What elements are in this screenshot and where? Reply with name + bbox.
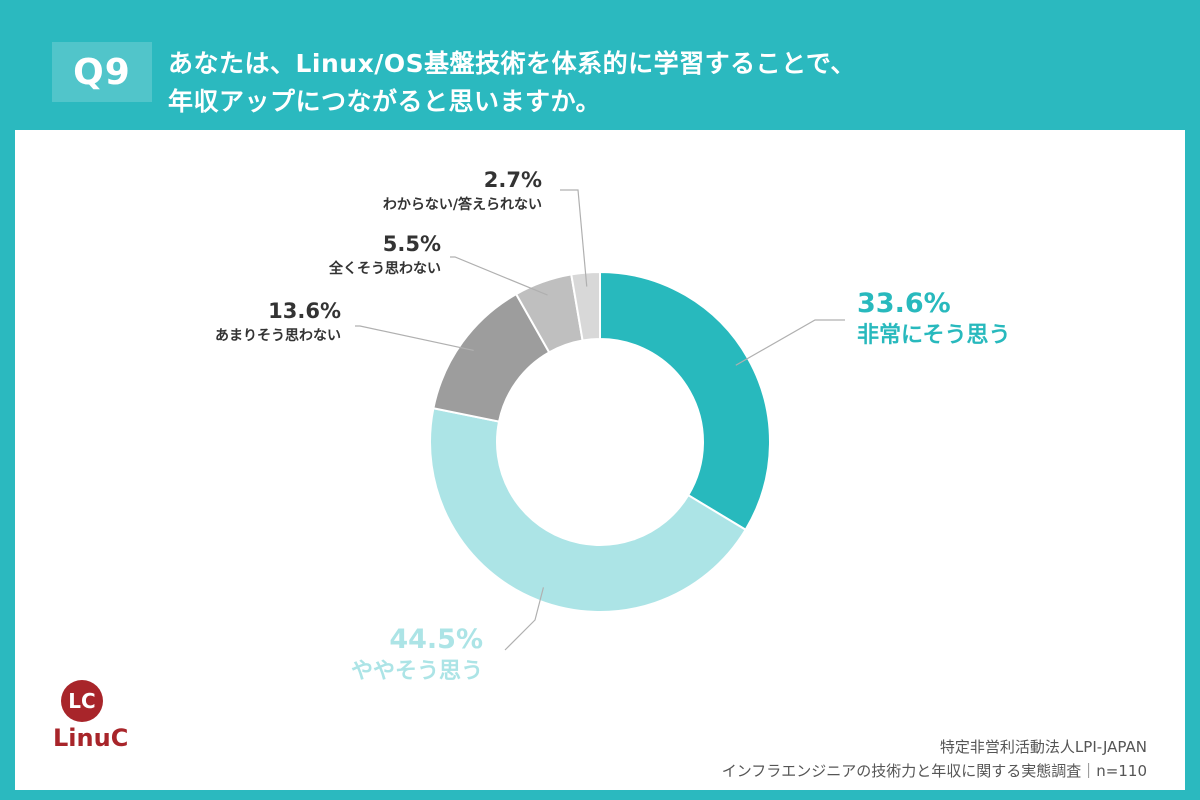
- slice-percent-label-2: 44.5%: [389, 624, 483, 655]
- leader-line-3: [355, 325, 474, 352]
- donut-slice-5: [570, 270, 601, 342]
- leader-line-4: [450, 256, 548, 296]
- leader-line-1: [735, 319, 845, 366]
- slice-percent-label-5: 2.7%: [484, 168, 542, 192]
- slice-category-label-3: あまりそう思わない: [215, 328, 341, 344]
- leader-line-2: [504, 587, 545, 651]
- slice-percent-label-3: 13.6%: [268, 299, 341, 323]
- logo-name: LinuC: [53, 724, 129, 752]
- linuc-logo: LC LinuC: [53, 680, 133, 780]
- footer-organization: 特定非営利活動法人LPI-JAPAN: [939, 738, 1147, 756]
- slice-category-label-1: 非常にそう思う: [857, 322, 1011, 348]
- question-text-line-1: あなたは、Linux/OS基盤技術を体系的に学習することで、: [168, 49, 856, 78]
- footer-survey-info: インフラエンジニアの技術力と年収に関する実態調査｜n=110: [721, 762, 1147, 780]
- logo-mark: LC: [61, 680, 103, 722]
- header: Q9 あなたは、Linux/OS基盤技術を体系的に学習することで、 年収アップに…: [0, 0, 1200, 130]
- donut-slice-2: [429, 407, 747, 613]
- chart-panel: 33.6% 非常にそう思う 44.5% ややそう思う 13.6% あまりそう思わない 5.5…: [15, 130, 1185, 790]
- slice-category-label-2: ややそう思う: [351, 659, 483, 684]
- slice-percent-label-1: 33.6%: [857, 288, 951, 319]
- slice-category-label-4: 全くそう思わない: [328, 260, 441, 277]
- donut-chart: 33.6% 非常にそう思う 44.5% ややそう思う 13.6% あまりそう思わない 5.5…: [215, 168, 1011, 684]
- leader-line-5: [560, 189, 588, 287]
- slice-category-label-5: わからない/答えられない: [383, 196, 542, 213]
- slice-percent-label-4: 5.5%: [383, 232, 441, 256]
- question-text-line-2: 年収アップにつながると思いますか。: [168, 87, 602, 116]
- question-number-badge: Q9: [52, 42, 152, 102]
- donut-slice-1: [599, 270, 771, 532]
